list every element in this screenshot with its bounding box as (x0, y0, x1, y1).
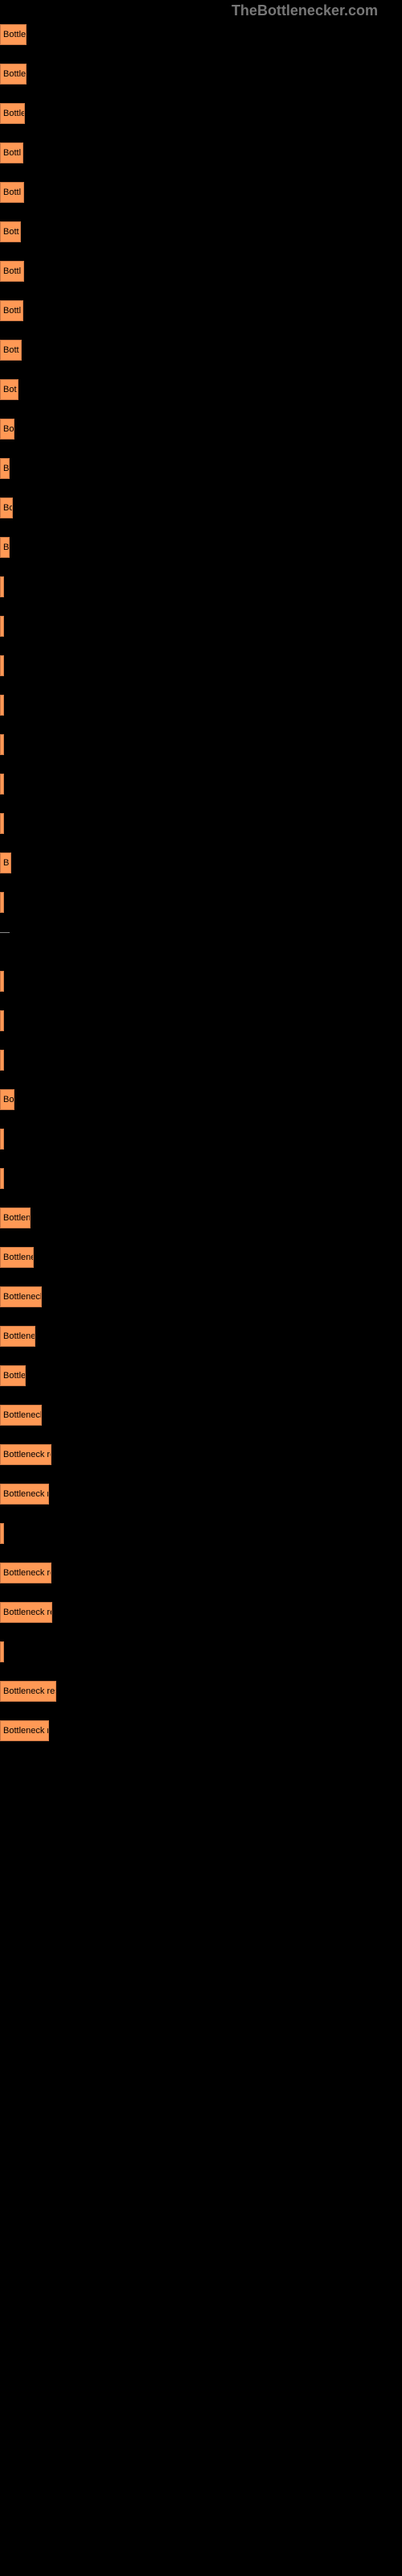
bar-0: Bottle (0, 24, 27, 45)
bar-39: Bottleneck re (0, 1602, 52, 1623)
bar-25 (0, 1050, 4, 1071)
bar-17 (0, 695, 4, 716)
bar-4: Bottl (0, 182, 24, 203)
bar-22 (0, 892, 4, 913)
bar-27 (0, 1129, 4, 1150)
bar-37 (0, 1523, 4, 1544)
bar-23 (0, 971, 4, 992)
bar-12: Bo (0, 497, 13, 518)
bar-15 (0, 616, 4, 637)
bar-42: Bottleneck r (0, 1720, 49, 1741)
bar-34: Bottleneck (0, 1405, 42, 1426)
bar-24 (0, 1010, 4, 1031)
bar-28 (0, 1168, 4, 1189)
bar-41: Bottleneck res (0, 1681, 56, 1702)
bar-14 (0, 576, 4, 597)
bar-35: Bottleneck re (0, 1444, 51, 1465)
bar-30: Bottlene (0, 1247, 34, 1268)
watermark: TheBottlenecker.com (232, 2, 378, 19)
bar-19 (0, 774, 4, 795)
bar-20 (0, 813, 4, 834)
bar-31: Bottleneck (0, 1286, 42, 1307)
bar-32: Bottlene (0, 1326, 35, 1347)
bar-38: Bottleneck re (0, 1563, 51, 1583)
bar-7: Bottl (0, 300, 23, 321)
axis-line (0, 932, 10, 933)
bar-36: Bottleneck r (0, 1484, 49, 1505)
bar-3: Bottl (0, 142, 23, 163)
bar-9: Bot (0, 379, 18, 400)
bar-29: Bottlen (0, 1208, 31, 1228)
bar-8: Bott (0, 340, 22, 361)
bar-6: Bottl (0, 261, 24, 282)
bar-1: Bottle (0, 64, 27, 85)
bar-2: Bottle (0, 103, 25, 124)
bar-11: B (0, 458, 10, 479)
bar-13: B (0, 537, 10, 558)
bar-26: Bo (0, 1089, 14, 1110)
bar-5: Bott (0, 221, 21, 242)
bar-40 (0, 1641, 4, 1662)
bar-21: B (0, 852, 11, 873)
bar-16 (0, 655, 4, 676)
bar-33: Bottle (0, 1365, 26, 1386)
chart-container: TheBottlenecker.com Bottle Bottle Bottle Bo… (0, 0, 402, 2576)
bar-10: Bo (0, 419, 14, 440)
bar-18 (0, 734, 4, 755)
